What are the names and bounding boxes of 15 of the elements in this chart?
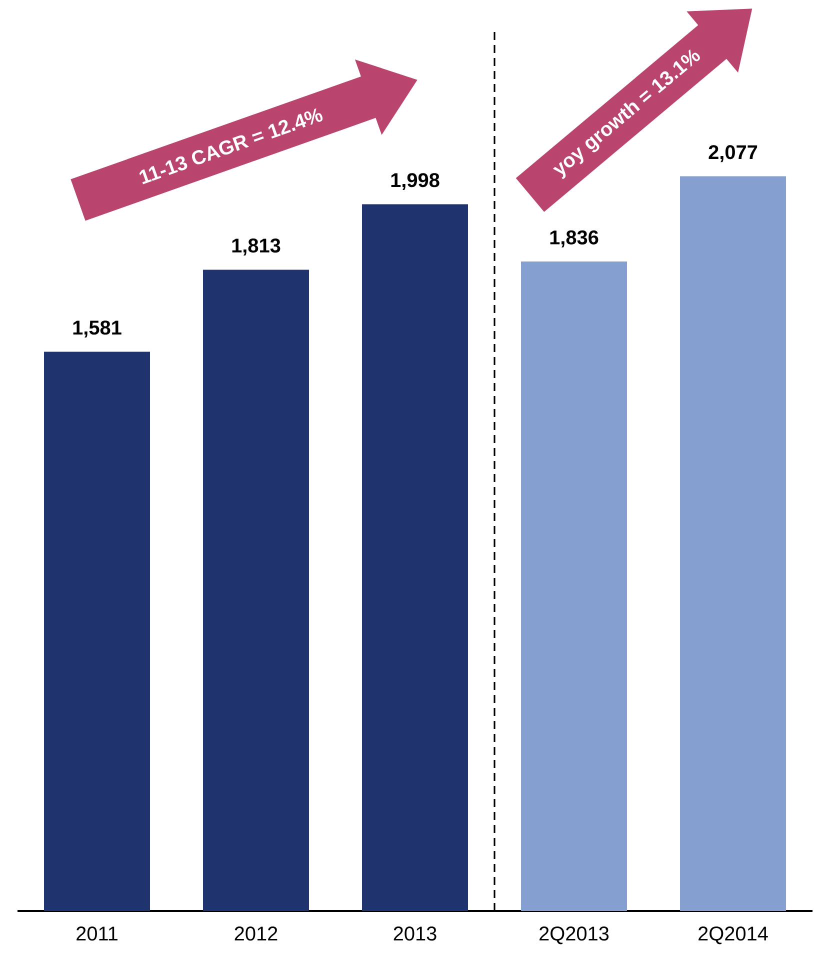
data-label: 2,077 <box>709 145 758 162</box>
bar <box>362 204 468 911</box>
x-tick-label: 2013 <box>394 926 437 941</box>
x-tick-label: 2011 <box>76 926 118 941</box>
bar <box>203 270 310 911</box>
annotation: 11-13 CAGR = 12.4% <box>140 108 323 184</box>
data-label: 1,836 <box>550 230 598 248</box>
data-label: 1,581 <box>74 320 122 338</box>
data-label: 1,998 <box>392 173 440 190</box>
x-tick-label: 2Q2013 <box>540 926 609 944</box>
bar <box>44 352 150 911</box>
bar <box>521 262 628 911</box>
data-label: 1,813 <box>232 238 280 256</box>
x-tick-label: 2012 <box>235 926 278 941</box>
x-tick-label: 2Q2014 <box>698 926 768 944</box>
